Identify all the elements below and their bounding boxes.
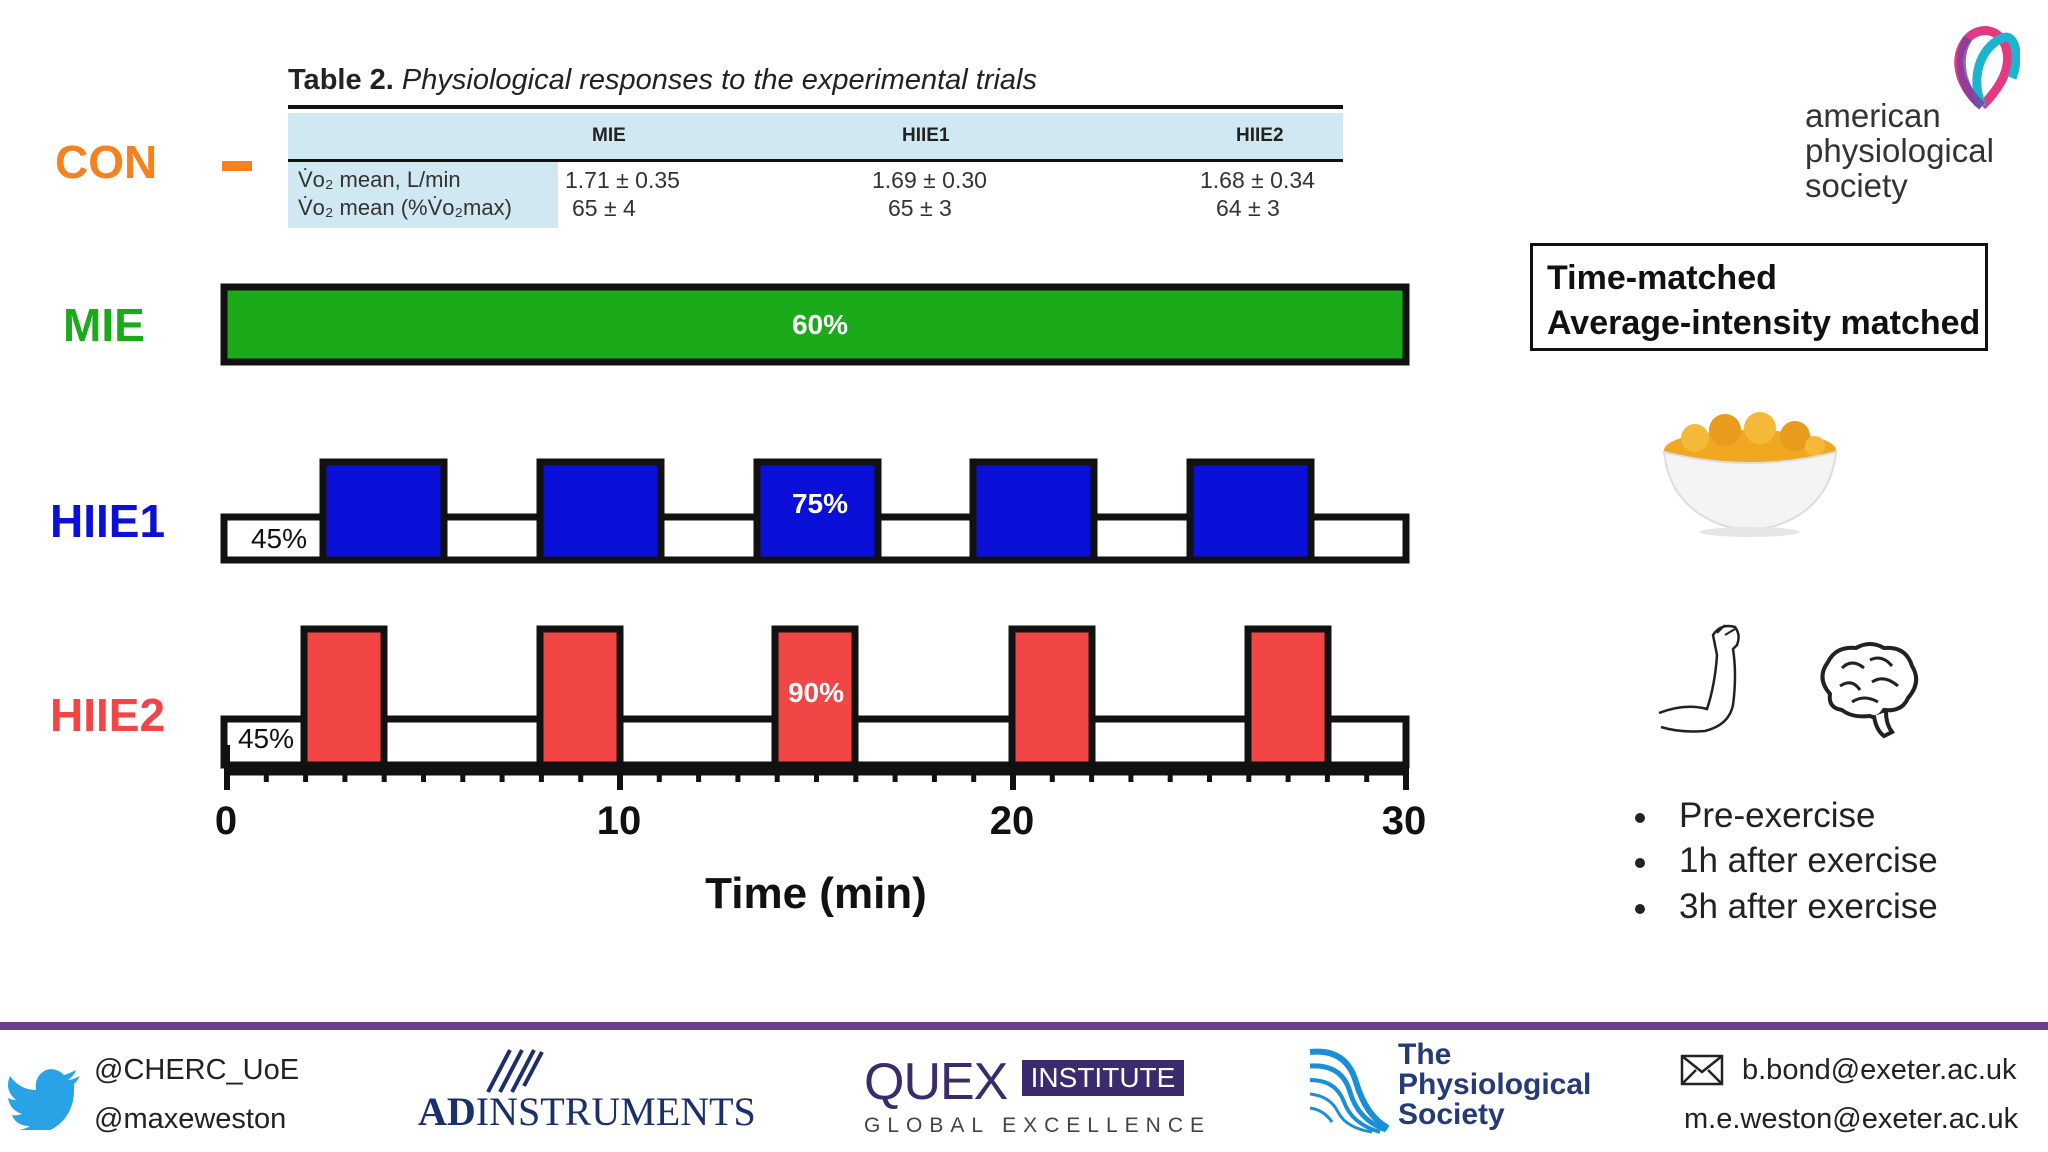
timepoint-label: Pre-exercise [1679, 796, 1876, 835]
physoc-line: The [1398, 1038, 1452, 1071]
row-label-hiie1: HIIE1 [50, 495, 166, 547]
email-bond[interactable]: b.bond@exeter.ac.uk [1742, 1054, 2017, 1086]
timepoint-label: 1h after exercise [1679, 841, 1938, 880]
table-cell: 1.69 ± 0.30 [872, 167, 987, 193]
aps-logo-text: american physiological society [1805, 98, 1994, 203]
hiie2-interval [1008, 625, 1096, 769]
time-axis-label: Time (min) [705, 869, 927, 918]
bullet-icon [1635, 903, 1645, 914]
twitter-handle-cherc[interactable]: @CHERC_UoE [94, 1054, 300, 1086]
aps-line: society [1805, 167, 1908, 204]
quex-logo: QUEX [864, 1053, 1008, 1111]
hiie2-interval [771, 625, 859, 769]
bullet-icon [1635, 812, 1645, 823]
table-title-italic: Physiological responses to the experimen… [401, 64, 1038, 96]
hiie1-interval [753, 458, 882, 564]
tick-label-20: 20 [990, 799, 1035, 843]
hiie1-base-label: 45% [251, 523, 307, 554]
table-header [288, 113, 1343, 159]
info-box-line: Average-intensity matched [1547, 304, 1981, 342]
table-title: Table 2. Physiological responses to the … [288, 64, 1037, 97]
twitter-icon [6, 1069, 80, 1130]
adi-ad-text: AD [418, 1089, 476, 1134]
physiological-society-logo-icon [1309, 1048, 1390, 1134]
hiie1-interval [536, 458, 665, 564]
hiie2-interval [536, 625, 624, 769]
cereal-bowl-icon [1662, 412, 1838, 537]
hiie2-interval [300, 625, 388, 769]
info-box-line: Time-matched [1547, 259, 1777, 297]
twitter-handle-weston[interactable]: @maxeweston [94, 1103, 287, 1135]
aps-logo-icon [1954, 26, 2020, 110]
row-label-mie: MIE [63, 299, 145, 351]
tick-label-10: 10 [597, 799, 642, 843]
hiie2-protocol: 45% 90% [220, 625, 1410, 769]
time-axis: 0 10 20 30 Time (min) [215, 745, 1426, 918]
table-rule-top [288, 105, 1343, 109]
footer-divider [0, 1022, 2048, 1030]
table-col-hiie1: HIIE1 [902, 125, 950, 146]
hiie2-interval [1244, 625, 1332, 769]
table-cell: 65 ± 3 [888, 195, 952, 221]
adi-rest-text: INSTRUMENTS [475, 1089, 756, 1134]
timepoint-item: 3h after exercise [1635, 887, 1938, 927]
table-row-label: V̇o₂ mean, L/min [298, 167, 461, 192]
hiie1-protocol: 45% 75% [220, 458, 1410, 564]
hiie1-interval [1186, 458, 1315, 564]
table-col-mie: MIE [592, 125, 626, 146]
table-rule-mid [288, 159, 1343, 162]
quex-subtitle: GLOBAL EXCELLENCE [864, 1114, 1211, 1137]
table-row-label: V̇o₂ mean (%V̇o₂max) [298, 195, 512, 220]
quex-institute-badge: INSTITUTE [1022, 1060, 1184, 1096]
hiie1-interval [319, 458, 448, 564]
physiological-society-logo-text: The Physiological Society [1398, 1040, 1591, 1130]
aps-line: physiological [1805, 132, 1994, 169]
row-label-con: CON [55, 136, 158, 188]
mie-bar [220, 283, 1410, 366]
timepoint-label: 3h after exercise [1679, 887, 1938, 926]
table-cell: 64 ± 3 [1216, 195, 1280, 221]
timepoint-item: Pre-exercise [1635, 796, 1875, 836]
table-cell: 1.71 ± 0.35 [565, 167, 680, 193]
adinstruments-logo-icon [486, 1049, 544, 1093]
table-col-hiie2: HIIE2 [1236, 125, 1284, 146]
arm-muscle-icon [1658, 624, 1740, 733]
row-label-hiie2: HIIE2 [50, 689, 166, 741]
mie-intensity-label: 60% [792, 309, 848, 340]
brain-icon [1820, 642, 1919, 739]
table-label-column [288, 162, 558, 228]
physoc-line: Society [1398, 1098, 1505, 1131]
table-cell: 1.68 ± 0.34 [1200, 167, 1315, 193]
email-icon [1680, 1054, 1724, 1086]
hiie1-interval [969, 458, 1098, 564]
aps-line: american [1805, 97, 1941, 134]
hiie2-base-label: 45% [238, 723, 294, 754]
physoc-line: Physiological [1398, 1068, 1592, 1101]
table-cell: 65 ± 4 [572, 195, 636, 221]
timepoint-item: 1h after exercise [1635, 841, 1938, 881]
hiie1-peak-label: 75% [792, 488, 848, 519]
hiie2-peak-label: 90% [788, 677, 844, 708]
table-title-bold: Table 2. [288, 64, 394, 96]
tick-label-30: 30 [1382, 799, 1427, 843]
con-dash [222, 161, 252, 171]
bullet-icon [1635, 857, 1645, 868]
matching-info-box: Time-matched Average-intensity matched [1530, 243, 1988, 351]
email-weston[interactable]: m.e.weston@exeter.ac.uk [1684, 1103, 2019, 1135]
tick-label-0: 0 [215, 799, 237, 843]
adinstruments-logo: ADINSTRUMENTS [418, 1088, 756, 1135]
